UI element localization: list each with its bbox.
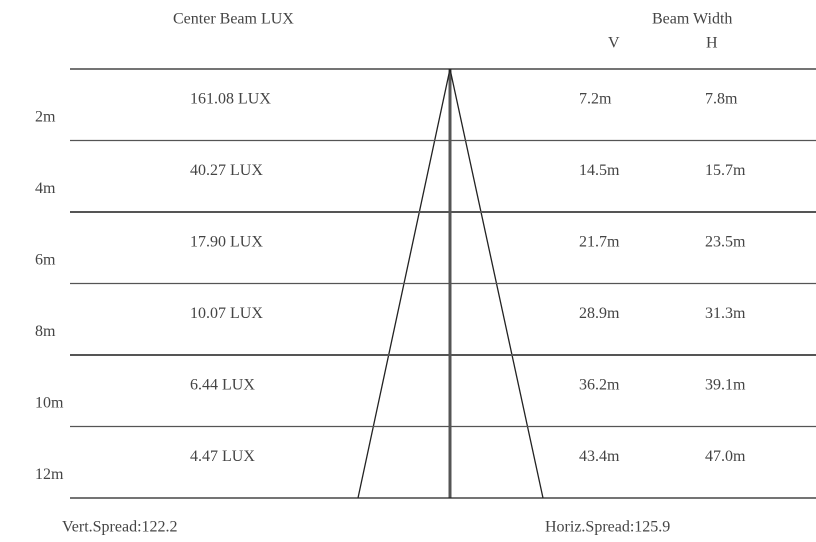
row-distance: 4m <box>35 180 56 197</box>
row-lux: 4.47 LUX <box>190 448 255 465</box>
row-width-h: 23.5m <box>705 234 746 251</box>
row-width-v: 21.7m <box>579 234 620 251</box>
row-lux: 10.07 LUX <box>190 305 263 322</box>
row-distance: 10m <box>35 395 64 412</box>
row-width-h: 7.8m <box>705 91 738 108</box>
row-distance: 8m <box>35 323 56 340</box>
row-distance: 12m <box>35 466 64 483</box>
row-lux: 6.44 LUX <box>190 377 255 394</box>
header-center-beam: Center Beam LUX <box>173 11 294 28</box>
row-lux: 40.27 LUX <box>190 162 263 179</box>
header-h: H <box>706 35 718 52</box>
row-lux: 161.08 LUX <box>190 91 271 108</box>
row-distance: 6m <box>35 252 56 269</box>
row-width-v: 7.2m <box>579 91 612 108</box>
row-width-v: 28.9m <box>579 305 620 322</box>
row-width-h: 15.7m <box>705 162 746 179</box>
row-width-h: 47.0m <box>705 448 746 465</box>
row-distance: 2m <box>35 109 56 126</box>
header-beam-width: Beam Width <box>652 11 732 28</box>
footer-vert-spread: Vert.Spread:122.2 <box>62 519 178 536</box>
row-width-h: 31.3m <box>705 305 746 322</box>
row-width-v: 14.5m <box>579 162 620 179</box>
row-width-v: 43.4m <box>579 448 620 465</box>
footer-horiz-spread: Horiz.Spread:125.9 <box>545 519 670 536</box>
row-width-v: 36.2m <box>579 377 620 394</box>
row-lux: 17.90 LUX <box>190 234 263 251</box>
header-v: V <box>608 35 620 52</box>
row-width-h: 39.1m <box>705 377 746 394</box>
